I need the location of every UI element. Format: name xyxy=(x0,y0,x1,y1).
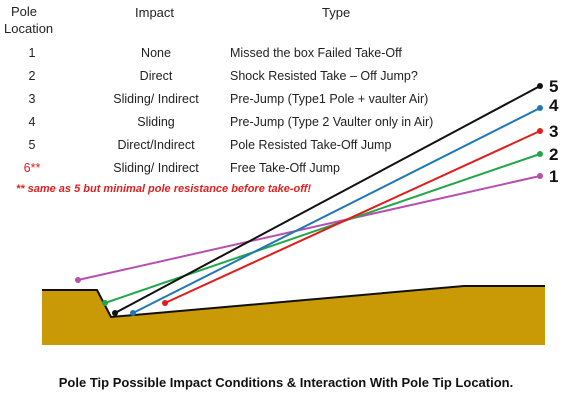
pole-label-2: 2 xyxy=(549,145,558,164)
pole-top-2 xyxy=(537,151,543,157)
pole-top-5 xyxy=(537,83,543,89)
row-impact: Sliding xyxy=(137,115,175,129)
row-location: 3 xyxy=(28,92,36,106)
pole-tip-1 xyxy=(75,277,81,283)
header-impact: Impact xyxy=(135,5,175,20)
pole-tip-3 xyxy=(162,300,168,306)
pole-line-5 xyxy=(114,85,541,314)
header-type: Type xyxy=(322,5,351,20)
row-type: Free Take-Off Jump xyxy=(230,161,340,175)
row-location: 5 xyxy=(28,138,36,152)
pole-line-2 xyxy=(104,153,541,304)
pole-label-4: 4 xyxy=(549,96,559,115)
row-type: Pre-Jump (Type1 Pole + vaulter Air) xyxy=(230,92,429,106)
pole-line-3 xyxy=(164,130,541,304)
pole-label-1: 1 xyxy=(549,167,558,186)
row-location: 4 xyxy=(28,115,36,129)
pole-top-4 xyxy=(537,105,543,111)
row-type: Shock Resisted Take – Off Jump? xyxy=(230,69,418,83)
row-location: 6** xyxy=(23,161,41,175)
row-impact: Direct/Indirect xyxy=(117,138,195,152)
header-pole-line1: Pole xyxy=(10,4,38,19)
ground-surface xyxy=(42,285,545,319)
pole-label-3: 3 xyxy=(549,122,558,141)
row-type: Missed the box Failed Take-Off xyxy=(230,46,402,60)
header-pole-location: Pole Location xyxy=(4,3,54,37)
ground-body xyxy=(42,286,545,345)
pole-label-5: 5 xyxy=(549,77,558,96)
header-pole-line2: Location xyxy=(4,21,54,36)
row-impact: None xyxy=(141,46,171,60)
diagram-caption: Pole Tip Possible Impact Conditions & In… xyxy=(58,375,514,390)
pole-tip-2 xyxy=(102,300,108,306)
footnote: ** same as 5 but minimal pole resistance… xyxy=(16,183,312,195)
pole-line-4 xyxy=(132,107,541,314)
pole-tip-4 xyxy=(130,310,136,316)
row-location: 2 xyxy=(28,69,36,83)
row-impact: Sliding/ Indirect xyxy=(113,161,199,175)
pole-top-3 xyxy=(537,128,543,134)
row-type: Pre-Jump (Type 2 Vaulter only in Air) xyxy=(230,115,434,129)
row-type: Pole Resisted Take-Off Jump xyxy=(230,138,392,152)
row-impact: Sliding/ Indirect xyxy=(113,92,199,106)
pole-line-1 xyxy=(77,175,541,281)
pole-top-1 xyxy=(537,173,543,179)
row-location: 1 xyxy=(28,46,36,60)
pole-tip-5 xyxy=(112,310,118,316)
row-impact: Direct xyxy=(139,69,173,83)
